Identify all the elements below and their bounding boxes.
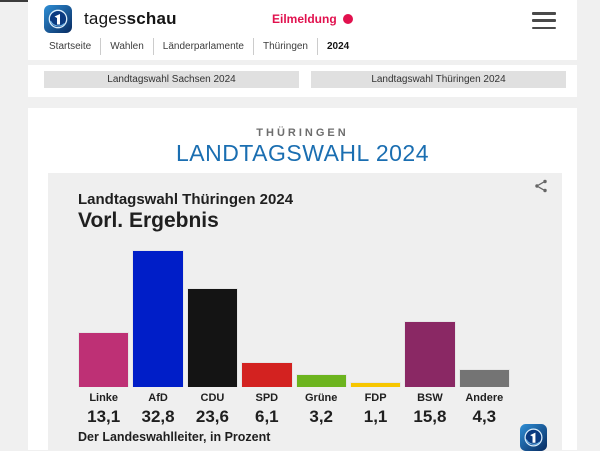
bar-column-fdp: FDP 1,1	[349, 250, 402, 427]
bar-label-spd: SPD	[255, 392, 279, 404]
bar-spd	[241, 362, 293, 387]
share-icon[interactable]	[533, 178, 549, 194]
bar-column-grüne: Grüne 3,2	[295, 250, 347, 427]
tab-landtagswahl-sachsen[interactable]: Landtagswahl Sachsen 2024	[44, 71, 299, 88]
bar-column-afd: AfD 32,8	[132, 250, 184, 427]
bar-label-grüne: Grüne	[304, 392, 338, 404]
ard-globe-icon	[44, 5, 72, 33]
breadcrumb-wahlen[interactable]: Wahlen	[100, 38, 153, 55]
site-header: tagesschau Eilmeldung Startseite Wahlen …	[28, 0, 577, 60]
ard-globe-icon	[520, 424, 547, 451]
bar-andere	[458, 369, 510, 387]
bar-column-cdu: CDU 23,6	[186, 250, 239, 427]
bar-afd	[132, 250, 184, 387]
hamburger-menu-icon[interactable]	[532, 12, 556, 29]
bar-column-bsw: BSW 15,8	[404, 250, 456, 427]
bar-bsw	[404, 321, 456, 387]
bar-column-spd: SPD 6,1	[241, 250, 293, 427]
bar-grüne	[295, 374, 347, 387]
bar-value-fdp: 1,1	[363, 407, 388, 426]
election-switcher: Landtagswahl Sachsen 2024 Landtagswahl T…	[28, 65, 577, 97]
tagesschau-logo[interactable]: tagesschau	[44, 5, 177, 33]
bar-value-linke: 13,1	[87, 407, 121, 426]
breadcrumb-startseite[interactable]: Startseite	[49, 41, 92, 52]
bar-value-spd: 6,1	[254, 407, 279, 426]
bar-cdu	[186, 288, 239, 387]
results-chart-panel: Landtagswahl Thüringen 2024 Vorl. Ergebn…	[48, 173, 562, 451]
bar-chart: Linke 13,1 AfD 32,8 CDU 23,6 SPD 6,1 Grüne 3,2 FDP…	[78, 250, 510, 427]
chart-subtitle: Vorl. Ergebnis	[78, 209, 219, 232]
page-kicker: THÜRINGEN	[256, 127, 349, 139]
brand-wordmark: tagesschau	[84, 9, 177, 28]
breadcrumb-laenderparlamente[interactable]: Länderparlamente	[152, 38, 253, 55]
breaking-news-link[interactable]: Eilmeldung	[272, 12, 353, 26]
tab-landtagswahl-thueringen[interactable]: Landtagswahl Thüringen 2024	[311, 71, 566, 88]
bar-value-cdu: 23,6	[195, 407, 229, 426]
breadcrumb-2024[interactable]: 2024	[317, 38, 358, 55]
bar-label-fdp: FDP	[364, 392, 387, 404]
breadcrumb-thueringen[interactable]: Thüringen	[252, 38, 317, 55]
bar-label-cdu: CDU	[200, 392, 225, 404]
bar-value-andere: 4,3	[472, 407, 497, 426]
breaking-dot-icon	[342, 14, 353, 24]
bar-value-grüne: 3,2	[309, 407, 333, 426]
page-title: LANDTAGSWAHL 2024	[175, 140, 430, 166]
bar-column-linke: Linke 13,1	[78, 250, 130, 427]
breadcrumb: Startseite Wahlen Länderparlamente Thüri…	[40, 38, 358, 55]
chart-source: Der Landeswahlleiter, in Prozent	[78, 430, 271, 444]
bar-label-linke: Linke	[89, 392, 119, 404]
bar-label-andere: Andere	[465, 392, 504, 404]
bar-value-bsw: 15,8	[413, 407, 447, 426]
bar-label-bsw: BSW	[417, 392, 443, 404]
window-top-edge	[0, 0, 28, 2]
bar-label-afd: AfD	[148, 392, 168, 404]
breaking-news-label: Eilmeldung	[272, 12, 337, 26]
chart-title: Landtagswahl Thüringen 2024	[78, 191, 294, 208]
bar-fdp	[349, 382, 402, 387]
bar-column-andere: Andere 4,3	[458, 250, 510, 427]
main-content: THÜRINGEN LANDTAGSWAHL 2024 Landtagswahl…	[28, 108, 577, 451]
bar-linke	[78, 332, 130, 387]
bar-value-afd: 32,8	[141, 407, 175, 426]
